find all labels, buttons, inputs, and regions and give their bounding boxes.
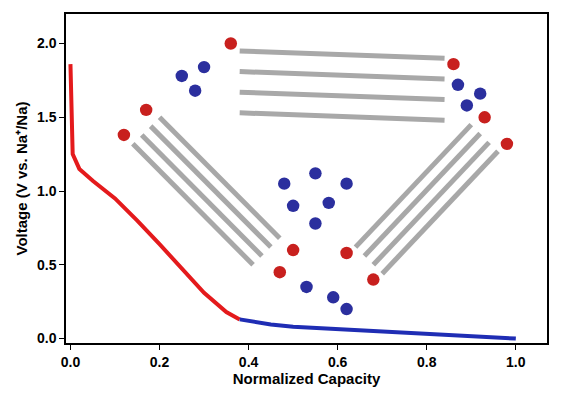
svg-text:2.0: 2.0 — [37, 35, 57, 51]
svg-text:0.8: 0.8 — [417, 354, 437, 370]
svg-text:0.0: 0.0 — [61, 354, 81, 370]
svg-text:Voltage (V vs. Na⁺/Na): Voltage (V vs. Na⁺/Na) — [13, 102, 30, 256]
svg-text:0.4: 0.4 — [239, 354, 259, 370]
svg-text:Normalized Capacity: Normalized Capacity — [233, 370, 381, 387]
svg-text:0.2: 0.2 — [150, 354, 170, 370]
svg-text:0.6: 0.6 — [328, 354, 348, 370]
svg-text:0.0: 0.0 — [37, 330, 57, 346]
svg-text:0.5: 0.5 — [37, 257, 57, 273]
svg-text:1.0: 1.0 — [37, 183, 57, 199]
svg-text:1.5: 1.5 — [37, 109, 57, 125]
svg-text:1.0: 1.0 — [506, 354, 526, 370]
